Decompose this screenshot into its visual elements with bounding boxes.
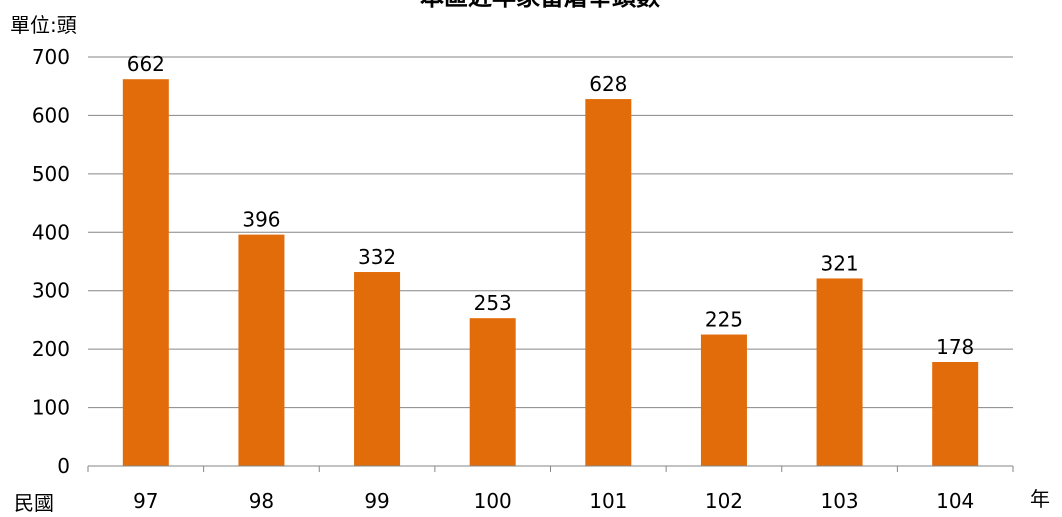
y-tick-label-600: 600 [32, 103, 70, 127]
bar-104 [932, 361, 979, 466]
x-tick-label-100: 100 [474, 489, 512, 513]
x-axis-ticks: 97 98 99 100 101 102 103 104 [133, 489, 974, 513]
y-tick-label-300: 300 [32, 279, 70, 303]
x-tick-label-101: 101 [589, 489, 627, 513]
data-label-104: 178 [936, 335, 974, 359]
bar-98 [238, 234, 285, 466]
data-label-101: 628 [589, 72, 627, 96]
data-label-98: 396 [242, 208, 280, 232]
bar-99 [354, 272, 401, 466]
x-tick-label-97: 97 [133, 489, 158, 513]
data-label-99: 332 [358, 245, 396, 269]
data-label-103: 321 [820, 251, 858, 275]
x-axis-unit: 年 [1030, 487, 1050, 511]
y-axis-ticks: 0 100 200 300 400 500 600 700 [32, 45, 70, 478]
data-labels: 662 396 332 253 628 225 321 178 [127, 52, 975, 359]
x-tick-label-98: 98 [249, 489, 274, 513]
y-axis-unit-label: 單位:頭 [10, 13, 77, 37]
y-tick-label-700: 700 [32, 45, 70, 69]
bar-101 [585, 99, 632, 466]
x-tick-label-99: 99 [364, 489, 389, 513]
x-tick-label-102: 102 [705, 489, 743, 513]
x-axis [87, 465, 1014, 472]
bar-103 [816, 278, 863, 466]
data-label-102: 225 [705, 308, 743, 332]
x-tick-label-104: 104 [936, 489, 974, 513]
gridlines [88, 56, 1013, 409]
bars [122, 79, 979, 467]
y-tick-label-100: 100 [32, 396, 70, 420]
bar-97 [122, 79, 169, 467]
y-tick-label-500: 500 [32, 162, 70, 186]
x-tick-label-103: 103 [820, 489, 858, 513]
y-tick-label-400: 400 [32, 220, 70, 244]
chart-title: 本區近年家畜屠宰頭數 [420, 0, 660, 11]
y-tick-label-0: 0 [57, 454, 70, 478]
bar-102 [700, 334, 747, 466]
x-axis-label: 民國 [14, 491, 54, 515]
bar-100 [469, 318, 516, 466]
data-label-97: 662 [127, 52, 165, 76]
y-tick-label-200: 200 [32, 337, 70, 361]
data-label-100: 253 [474, 291, 512, 315]
